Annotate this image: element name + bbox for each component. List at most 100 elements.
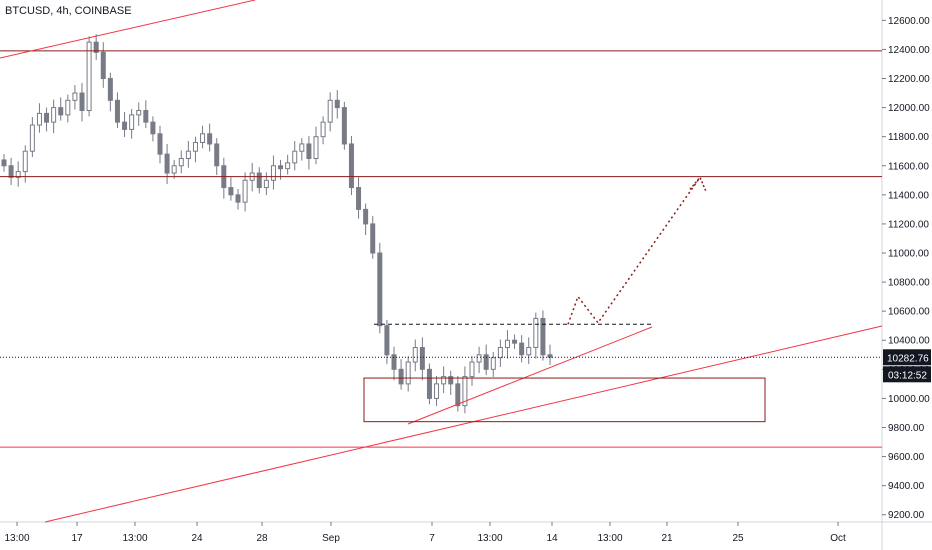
candle-body: [143, 110, 149, 123]
candle-body: [235, 194, 241, 203]
candle-body: [434, 383, 440, 399]
candle-body: [200, 133, 206, 143]
candle-body: [192, 141, 198, 152]
candle-body: [72, 92, 78, 101]
candle-body: [270, 165, 276, 181]
candle-body: [107, 78, 113, 101]
candle-body: [263, 179, 269, 189]
symbol-title: BTCUSD, 4h, COINBASE: [5, 5, 132, 17]
support-trend-line: [407, 326, 653, 425]
candle-body: [370, 223, 376, 254]
candle-body: [533, 317, 539, 349]
candle-body: [426, 368, 432, 399]
time-tick-label: 17: [71, 533, 83, 544]
candle-body: [441, 376, 447, 385]
price-tick-label: 11200.00: [888, 219, 929, 230]
candle-body: [93, 41, 99, 53]
price-tick-label: 10800.00: [888, 278, 930, 289]
candle-body: [540, 317, 546, 356]
candle-body: [278, 165, 284, 170]
candle-body: [405, 361, 411, 385]
candle-body: [228, 187, 234, 196]
time-tick-label: 13:00: [477, 533, 502, 544]
countdown-badge: [883, 366, 931, 383]
candle-body: [320, 121, 326, 138]
time-tick-label: 28: [256, 533, 268, 544]
candle-body: [334, 99, 340, 109]
candle-body: [164, 153, 170, 174]
price-tick-label: 11800.00: [888, 132, 929, 143]
price-tick-label: 9400.00: [888, 481, 925, 492]
candle-body: [384, 325, 390, 356]
candle-body: [519, 342, 525, 356]
price-tick-label: 12400.00: [888, 45, 930, 56]
candle-body: [171, 165, 177, 174]
candle-body: [341, 107, 347, 145]
candle-body: [419, 347, 425, 370]
price-tick-label: 11000.00: [888, 249, 929, 260]
price-tick-label: 9800.00: [888, 423, 925, 434]
lower-trend-line: [44, 325, 883, 523]
price-tick-label: 10400.00: [888, 336, 930, 347]
candle-body: [448, 376, 454, 385]
candle-body: [36, 112, 42, 126]
candle-body: [65, 99, 71, 116]
time-tick-label: 25: [732, 533, 744, 544]
candle-body: [214, 143, 220, 167]
candle-body: [178, 157, 184, 167]
candle-body: [86, 41, 92, 112]
candle-body: [79, 92, 85, 112]
candle-body: [526, 347, 532, 356]
candle-body: [185, 150, 191, 159]
range-box: [363, 377, 766, 423]
price-tick-label: 12000.00: [888, 103, 930, 114]
candle-body: [29, 124, 35, 152]
candle-body: [490, 357, 496, 370]
candle-body: [483, 354, 489, 370]
candle-body: [462, 376, 468, 407]
price-tick-label: 10600.00: [888, 307, 930, 318]
time-tick-label: 24: [191, 533, 203, 544]
candle-body: [356, 187, 362, 210]
candle-body: [469, 361, 475, 378]
time-tick-label: 13:00: [122, 533, 147, 544]
candle-body: [136, 110, 142, 116]
candle-body: [129, 114, 135, 130]
candle-body: [1, 159, 7, 167]
time-tick-label: 13:00: [597, 533, 622, 544]
time-tick-label: Sep: [322, 533, 340, 544]
candle-body: [504, 339, 510, 349]
candle-body: [398, 368, 404, 385]
candle-body: [412, 347, 418, 363]
candle-body: [497, 347, 503, 359]
candle-body: [15, 171, 21, 178]
candle-body: [292, 150, 298, 164]
price-tick-label: 12200.00: [888, 74, 930, 85]
time-tick-label: Oct: [830, 533, 846, 544]
time-tick-label: 13:00: [4, 533, 29, 544]
candle-body: [58, 107, 64, 116]
candle-body: [150, 121, 156, 135]
countdown-label: 03:12:52: [888, 370, 927, 381]
candle-body: [363, 208, 369, 225]
candle-body: [391, 354, 397, 370]
candle-body: [306, 143, 312, 159]
price-tick-label: 10000.00: [888, 394, 930, 405]
time-tick-label: 21: [661, 533, 673, 544]
projection-arrow-head: [689, 175, 707, 192]
price-tick-label: 9600.00: [888, 452, 925, 463]
candle-body: [8, 165, 14, 178]
time-tick-label: 14: [546, 533, 558, 544]
candle-body: [44, 112, 50, 123]
upper-trend-line: [0, 0, 256, 59]
price-tick-label: 11400.00: [888, 190, 929, 201]
candle-body: [348, 143, 354, 189]
candle-body: [22, 150, 28, 173]
last-price-label: 10282.76: [887, 353, 929, 364]
price-tick-label: 9200.00: [888, 510, 925, 521]
price-tick-label: 11600.00: [888, 161, 929, 172]
candle-body: [285, 162, 291, 170]
candle-body: [377, 252, 383, 327]
